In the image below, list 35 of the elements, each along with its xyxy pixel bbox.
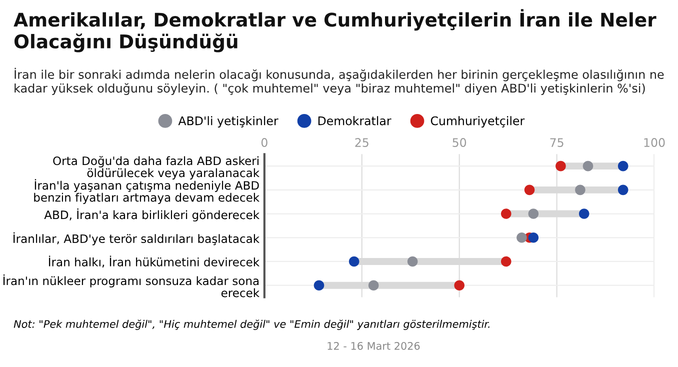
point <box>618 160 628 172</box>
y-tick-label: İran'la yaşanan çatışma nedeniyle ABD benzin fiyatları artmaya devam edecek <box>34 179 260 204</box>
point <box>407 256 418 267</box>
legend-label: ABD'li yetişkinler <box>178 116 278 128</box>
point <box>578 208 590 219</box>
y-tick-label: Orta Doğu'da daha fazla ABD askeri öldürülecek veya yaralanacak <box>53 156 260 180</box>
y-tick-label: İran'ın nükleer programı sonsuza kadar sona erecek <box>3 274 260 298</box>
point <box>500 208 512 219</box>
x-tick-label: 100 <box>644 138 665 147</box>
y-tick-label: ABD, İran'a kara birlikleri gönderecek <box>44 208 260 222</box>
y-tick-label: İranlılar, ABD'ye terör saldırıları başlatacak <box>14 232 260 246</box>
point <box>618 184 628 196</box>
point <box>368 280 379 290</box>
point <box>528 208 539 219</box>
point <box>575 184 586 196</box>
x-tick-label: 75 <box>550 138 564 147</box>
point <box>516 232 527 243</box>
legend-label: Demokratlar <box>318 116 392 126</box>
legend-label: Cumhuriyetçiler <box>430 116 525 128</box>
point <box>500 256 512 267</box>
point <box>524 184 535 196</box>
y-tick-label: İran halkı, İran hükümetini devirecek <box>48 256 260 268</box>
point <box>528 232 539 243</box>
x-tick-label: 0 <box>261 138 268 147</box>
x-tick-label: 50 <box>452 138 466 147</box>
point <box>454 280 464 290</box>
point <box>314 280 324 290</box>
text: 12 - 16 Mart 2026 <box>328 342 420 350</box>
x-tick-label: 25 <box>355 138 368 147</box>
point <box>556 160 566 172</box>
chart-title: Amerikalılar, Demokratlar ve Cumhuriyetçilerin İran ile Neler Olacağını Düşündüğü <box>14 9 656 52</box>
point <box>582 160 594 172</box>
text: Not: "Pek muhtemel değil", "Hiç muhtemel değil" ve "Emin değil" yanıtları gösterilmemiştir. <box>14 320 490 330</box>
point <box>348 256 360 267</box>
chart-subtitle: İran ile bir sonraki adımda nelerin olacağı konusunda, aşağıdakilerden her birinin gerçekleşme olasılığının ne kadar yüksek olduğunu söyleyin. ( "çok muhtemel" veya "biraz muhtemel" diyen ABD'li yetişkinlerin %'si) <box>14 68 664 96</box>
